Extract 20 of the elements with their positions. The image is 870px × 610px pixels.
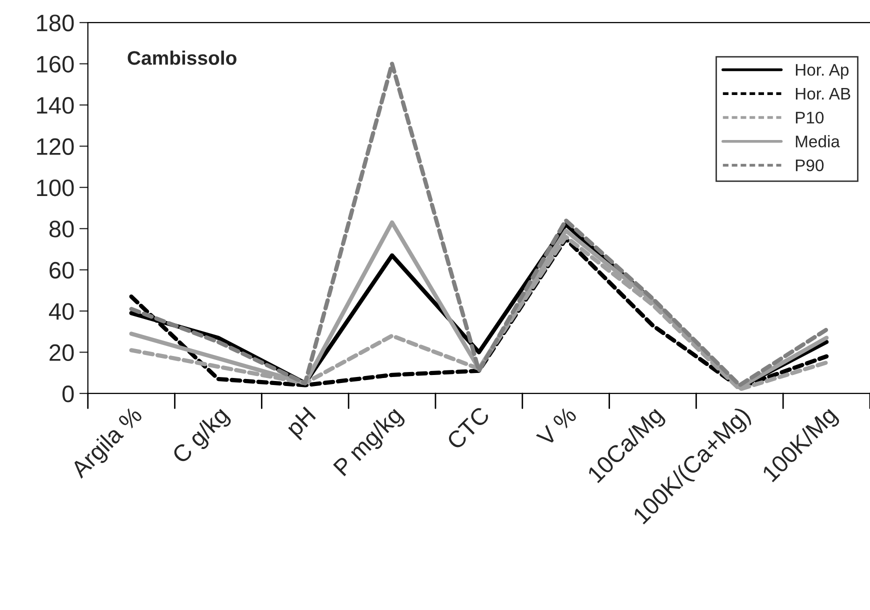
legend-label: Media [796, 135, 840, 148]
legend-label: P90 [796, 159, 824, 172]
y-tick-label: 100 [37, 179, 74, 196]
x-tick-label: V % [536, 406, 578, 448]
y-tick-label: 60 [50, 262, 74, 279]
legend-label: P10 [796, 112, 824, 124]
y-tick-label: 40 [48, 303, 74, 320]
y-tick-label: 160 [37, 56, 74, 73]
x-tick-label: C g/kg [170, 406, 233, 468]
legend-label: Hor. AB [796, 88, 850, 100]
legend-label: Hor. Ap [796, 64, 849, 80]
x-tick-label: pH [285, 406, 320, 440]
y-tick-label: 140 [37, 97, 74, 114]
y-tick-label: 80 [49, 220, 74, 238]
x-tick-label: CTC [446, 406, 491, 450]
y-tick-label: 20 [50, 344, 74, 362]
text: Cambissolo [128, 50, 236, 65]
y-tick-label: 120 [37, 138, 74, 155]
y-tick-label: 180 [37, 14, 74, 32]
y-tick-label: 0 [62, 386, 74, 402]
